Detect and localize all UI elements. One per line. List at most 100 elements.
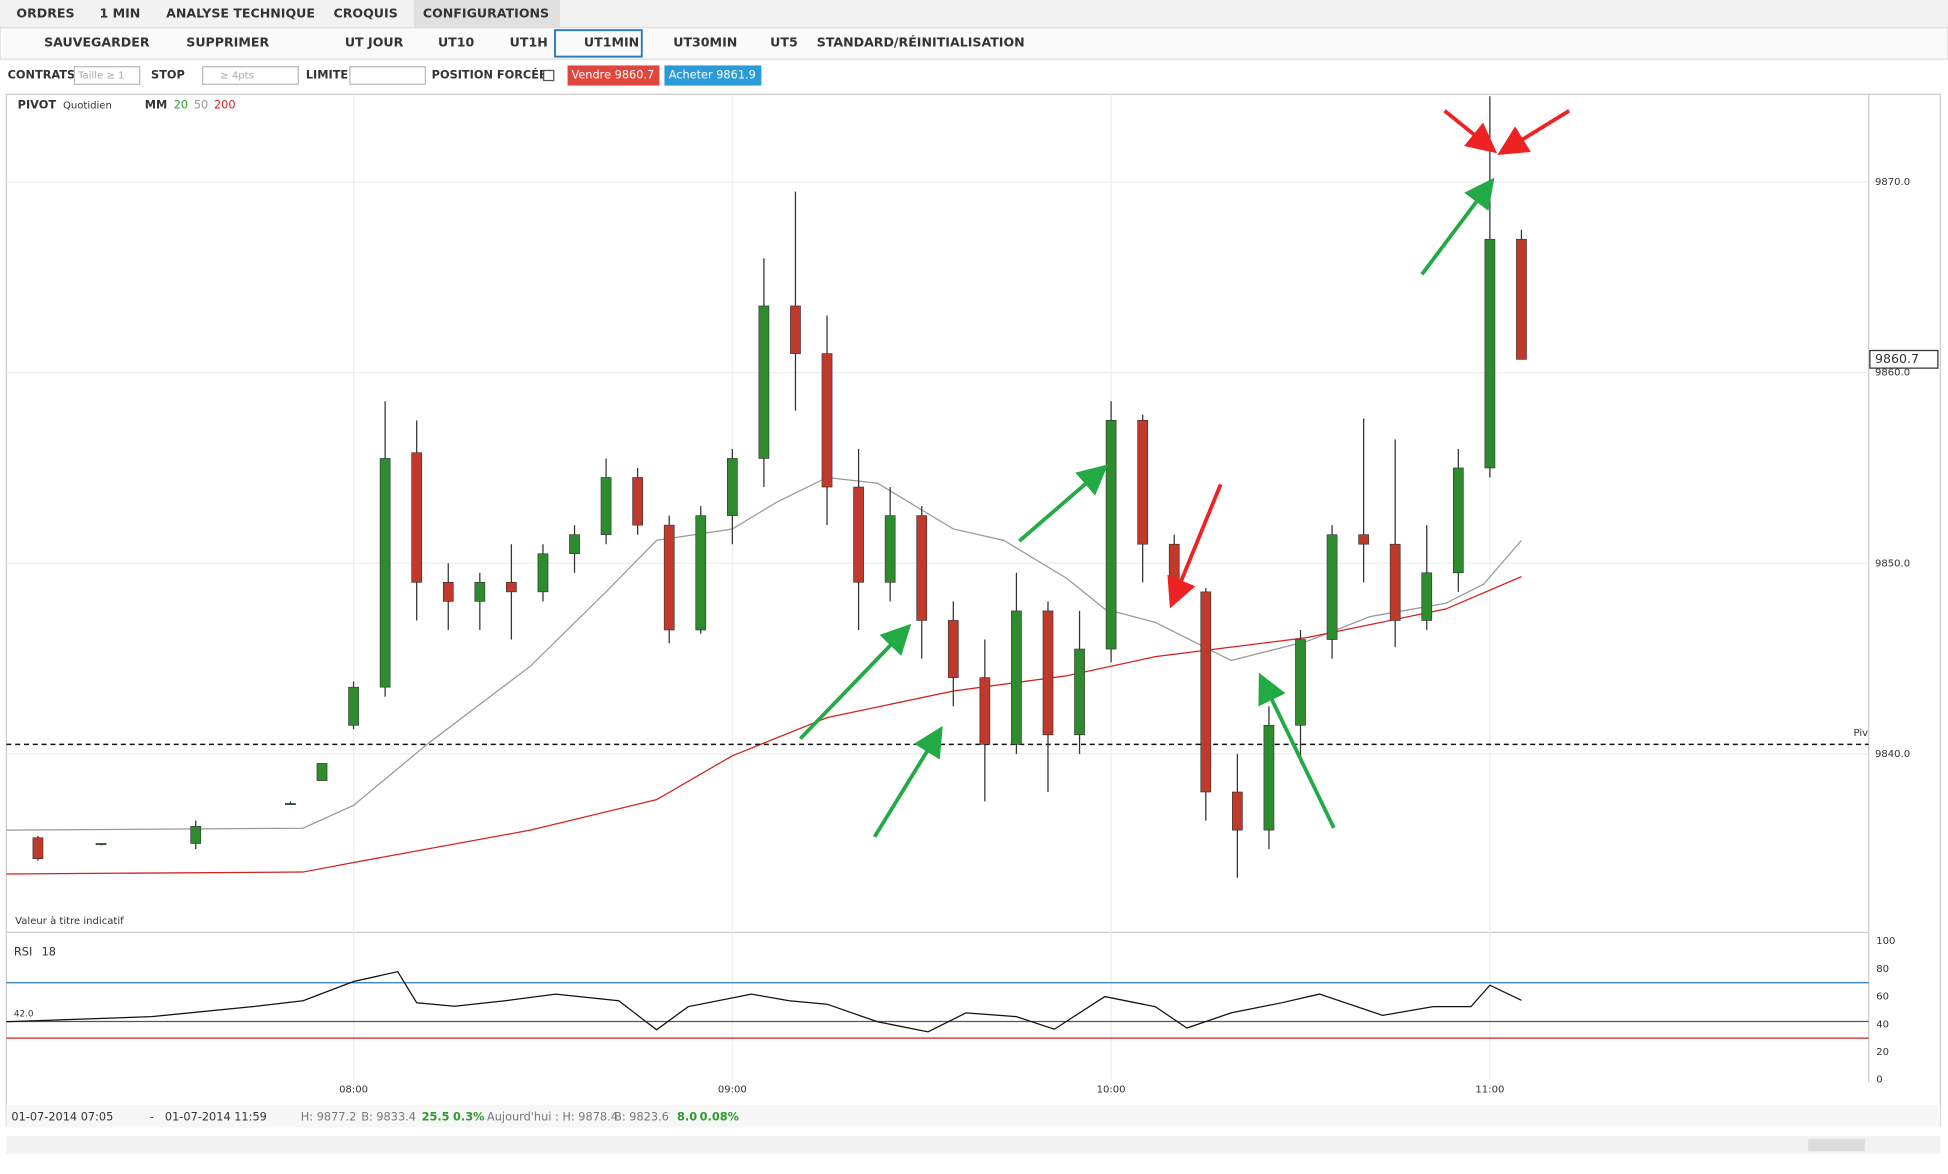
candle-body — [916, 515, 928, 621]
candle-body — [1042, 610, 1054, 736]
stat: 0.3% — [453, 1109, 484, 1123]
ma-legend: 20 — [174, 98, 188, 112]
scrollbar[interactable] — [6, 1136, 1941, 1154]
buy-label: Acheter 9861.9 — [669, 67, 756, 81]
input[interactable] — [73, 66, 141, 85]
date: 01-07-2014 07:05 — [11, 1109, 113, 1123]
candle-body — [947, 620, 959, 678]
candle-body — [537, 553, 549, 593]
candle-body — [1452, 467, 1464, 574]
candle-body — [316, 763, 328, 781]
menu[interactable]: CROQUIS — [334, 5, 398, 20]
timeframe[interactable]: UT30MIN — [673, 34, 737, 49]
candle-body — [95, 843, 107, 846]
buy-button[interactable] — [664, 65, 762, 86]
stat: B: 9823.6 — [614, 1109, 669, 1123]
candle-body — [979, 677, 991, 745]
menu[interactable]: CONFIGURATIONS — [423, 5, 549, 20]
rsi-tick-label: 0 — [1876, 1075, 1882, 1086]
rsi-level-label: 42.0 — [14, 1009, 34, 1019]
arrow — [1258, 672, 1336, 829]
timeframe[interactable]: UT1H — [510, 34, 548, 49]
stat: 25.5 — [422, 1109, 450, 1123]
arrow — [1420, 177, 1495, 276]
ma-line — [6, 476, 1522, 831]
candle-body — [726, 458, 738, 516]
candle-body — [411, 452, 423, 583]
rsi-label: RSI — [14, 945, 32, 959]
y-tick-label: 9870.0 — [1875, 177, 1910, 188]
pivot-label: Piv — [1854, 728, 1869, 739]
candle-body — [190, 825, 202, 844]
candle-body — [506, 582, 517, 593]
sell-button[interactable] — [567, 65, 660, 86]
candle-body — [379, 458, 391, 688]
scroll-thumb[interactable] — [1808, 1138, 1865, 1152]
menu[interactable]: ANALYSE TECHNIQUE — [166, 5, 315, 20]
last-price: 9860.7 — [1875, 351, 1919, 366]
placeholder: ≥ 4pts — [220, 70, 254, 81]
timeframe-active — [554, 29, 643, 58]
button[interactable]: STANDARD/RÉINITIALISATION — [817, 34, 1025, 49]
arrow — [1167, 483, 1223, 609]
placeholder: Taille ≥ 1 — [77, 70, 124, 81]
arrow — [872, 725, 943, 838]
candle-body — [821, 353, 833, 488]
menu-bar — [0, 0, 1948, 28]
candle-body — [1421, 572, 1433, 621]
sell-label: Vendre 9860.7 — [572, 67, 655, 81]
timeframe[interactable]: UT JOUR — [345, 34, 404, 49]
footer — [6, 1104, 1941, 1128]
last-price-box — [1869, 349, 1939, 369]
rsi-period: 18 — [42, 945, 56, 959]
y-tick-label: 9860.0 — [1875, 368, 1910, 379]
x-tick-label: 08:00 — [339, 1085, 368, 1096]
y-tick-label: 9840.0 — [1875, 749, 1910, 760]
candle-body — [790, 305, 801, 354]
menu-active — [414, 0, 561, 28]
indicator-label: PIVOT — [18, 98, 57, 112]
x-tick-label: 09:00 — [718, 1085, 747, 1096]
timeframe[interactable]: UT5 — [770, 34, 798, 49]
candle-body — [1074, 648, 1085, 736]
checkbox[interactable] — [543, 69, 555, 82]
timeframe[interactable]: UT1MIN — [584, 34, 639, 49]
candle-body — [1516, 238, 1527, 360]
timeframe[interactable]: UT10 — [438, 34, 475, 49]
stat: H: 9877.2 — [301, 1109, 357, 1123]
stat: 8.0 — [677, 1109, 697, 1123]
label: LIMITE — [306, 67, 348, 81]
date: 01-07-2014 11:59 — [165, 1109, 267, 1123]
ma-label: MM — [145, 98, 168, 112]
menu[interactable]: 1 MIN — [99, 5, 140, 20]
candle-body — [1263, 724, 1275, 831]
candle-body — [758, 305, 770, 459]
rsi-tick-label: 40 — [1876, 1019, 1889, 1030]
candle-body — [1389, 543, 1401, 621]
input[interactable] — [202, 66, 299, 85]
stat: 0.08% — [700, 1109, 739, 1123]
candle-body — [853, 486, 864, 583]
candle-body — [884, 515, 896, 583]
button[interactable]: SAUVEGARDER — [44, 34, 150, 49]
stat: Aujourd'hui : H: 9878.4 — [487, 1109, 618, 1123]
input[interactable] — [349, 66, 427, 85]
candle-body — [1105, 419, 1117, 650]
candle-body — [1358, 534, 1369, 545]
rsi-line — [6, 970, 1522, 1033]
menu[interactable]: ORDRES — [16, 5, 74, 20]
button[interactable]: SUPPRIMER — [186, 34, 269, 49]
arrow — [1497, 109, 1571, 155]
candle-body — [474, 582, 486, 602]
rsi-tick-label: 80 — [1876, 964, 1889, 975]
label: POSITION FORCÉE — [432, 67, 547, 81]
arrow — [798, 623, 912, 740]
x-tick-label: 11:00 — [1475, 1085, 1504, 1096]
candle-body — [663, 524, 675, 631]
x-tick-label: 10:00 — [1097, 1085, 1126, 1096]
rsi-tick-label: 100 — [1876, 936, 1895, 947]
rsi-tick-label: 60 — [1876, 992, 1889, 1003]
candle-body — [600, 477, 612, 535]
candle-body — [569, 534, 580, 555]
